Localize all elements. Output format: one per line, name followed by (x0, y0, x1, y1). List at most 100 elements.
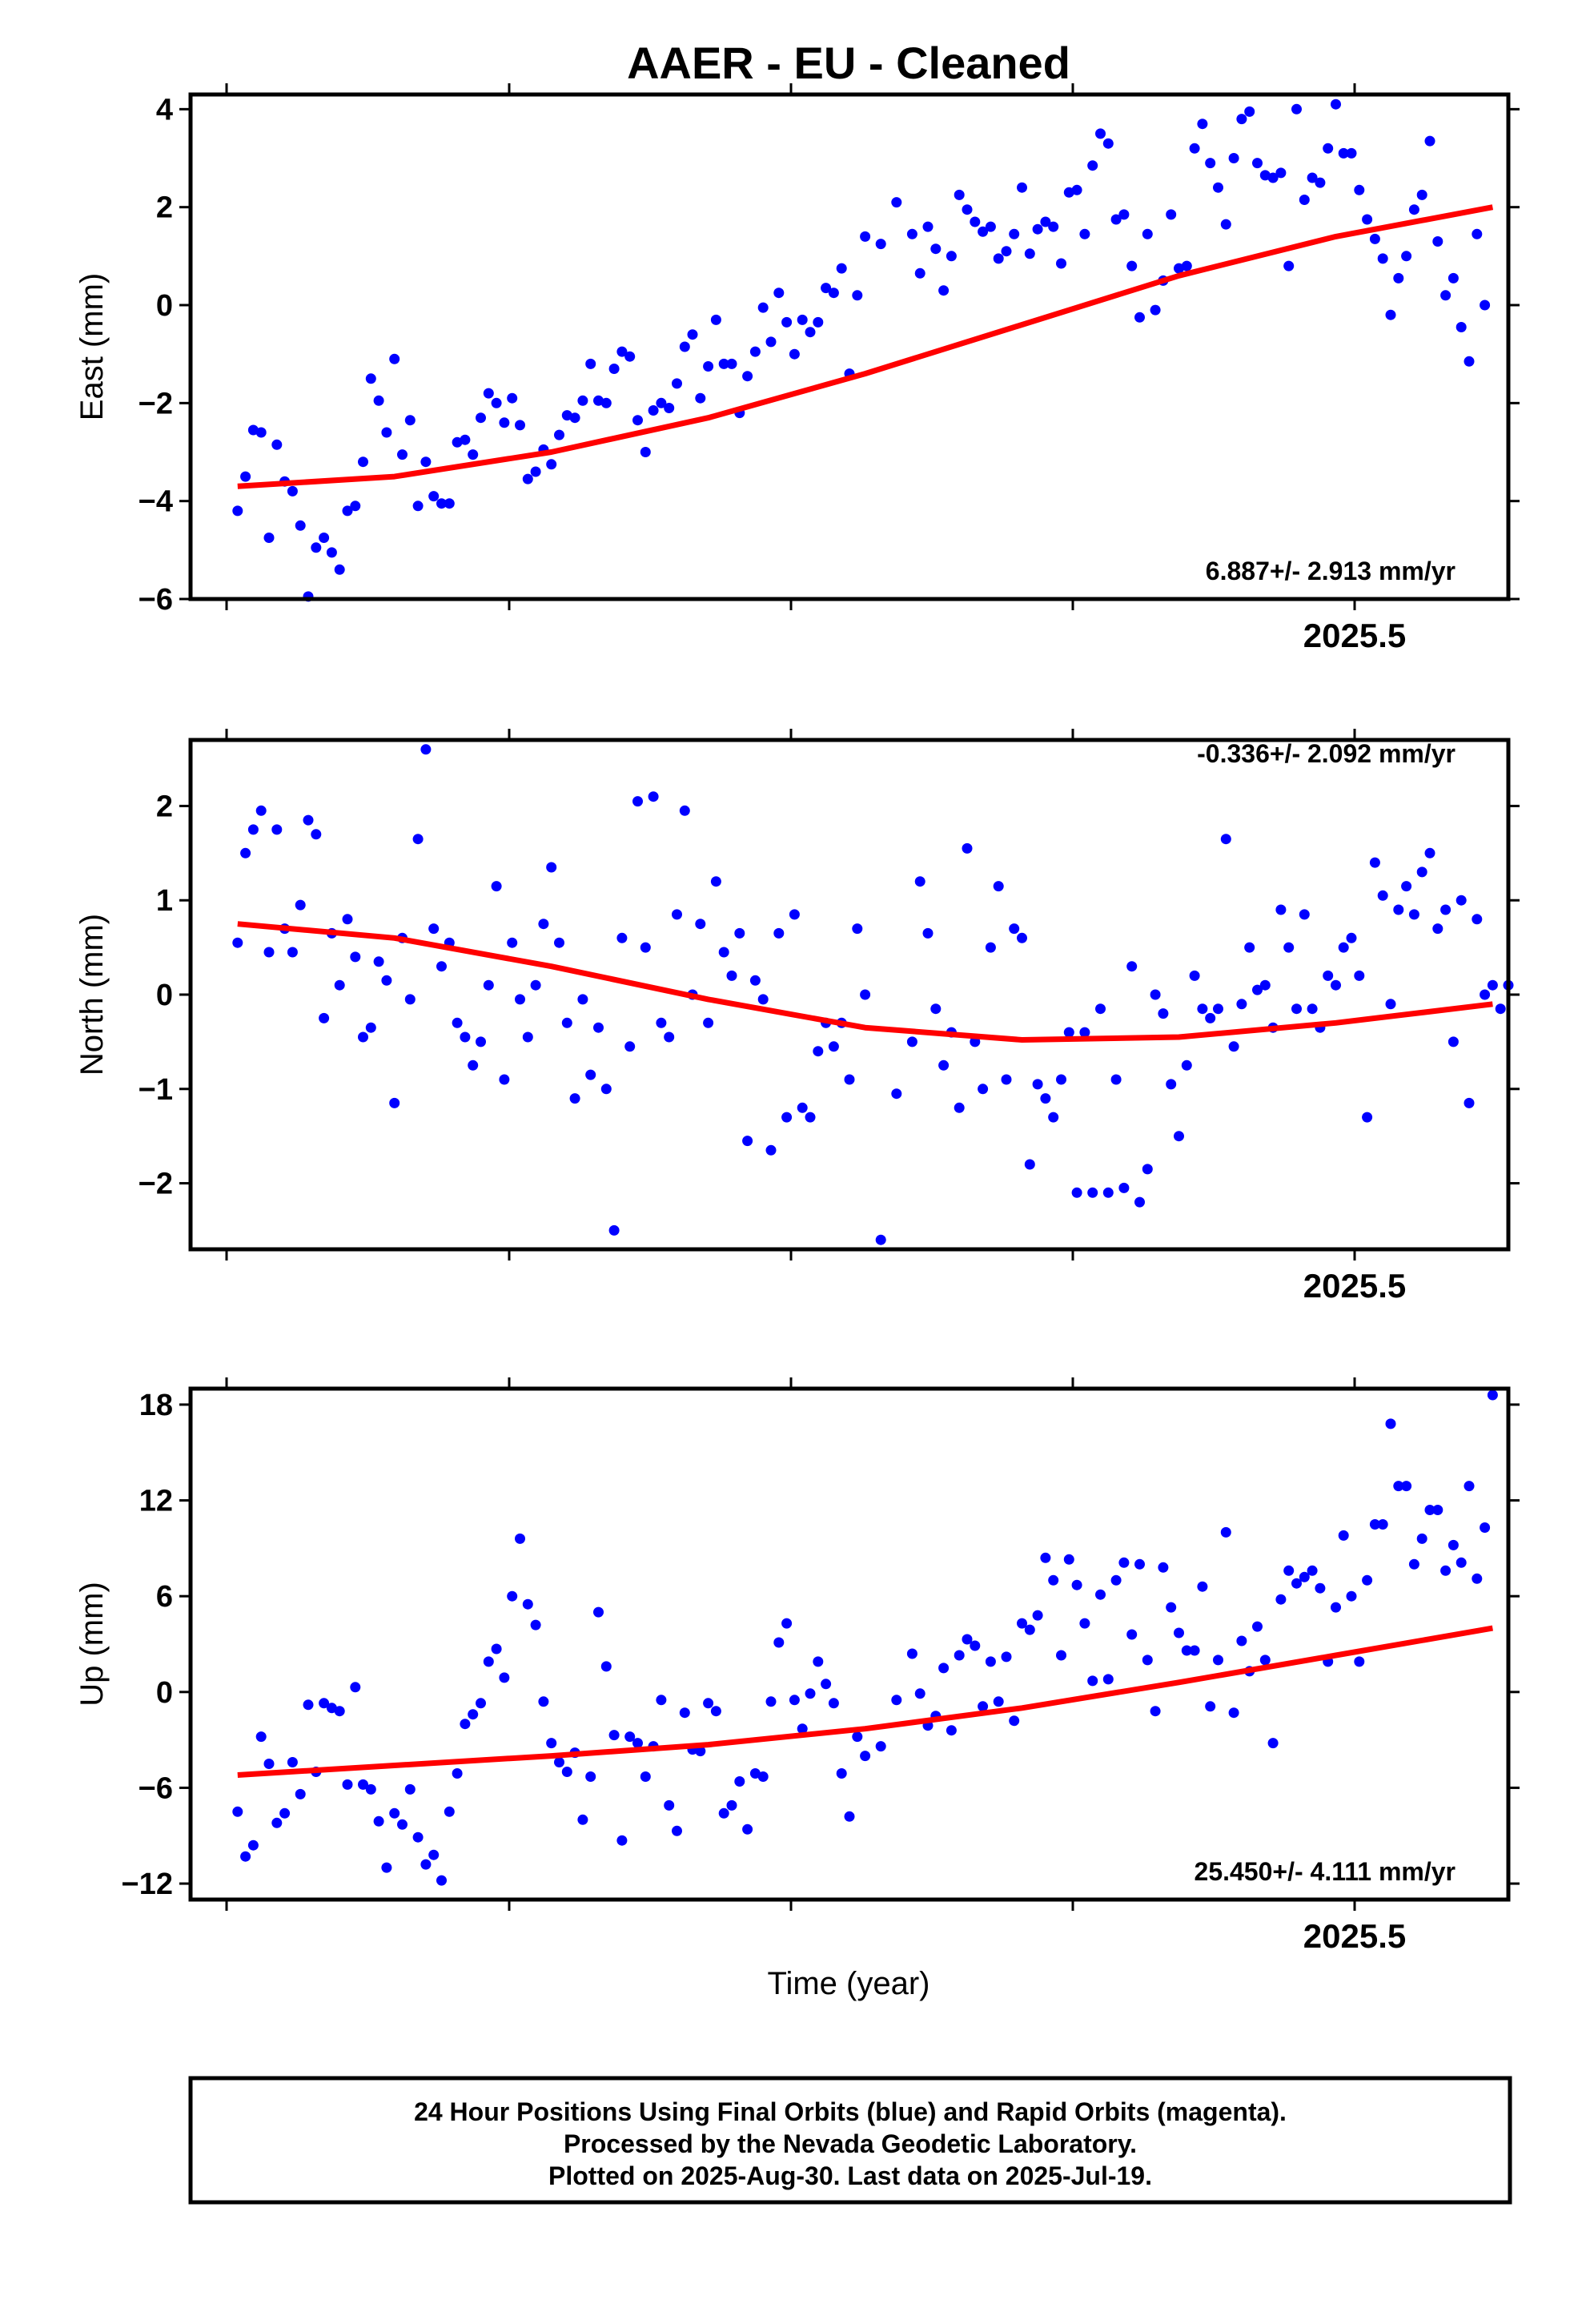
data-point (460, 1719, 471, 1730)
data-point (1338, 1530, 1349, 1541)
data-point (616, 1835, 628, 1846)
data-point (1385, 999, 1396, 1010)
data-point (1166, 209, 1177, 220)
data-point (1252, 158, 1263, 169)
data-point (1354, 1656, 1365, 1667)
data-point (962, 1634, 973, 1645)
data-point (491, 1643, 502, 1655)
data-point (1432, 923, 1443, 935)
data-point (1259, 1655, 1271, 1666)
y-tick-label: 6 (156, 1580, 173, 1614)
rate-annotation: 6.887+/- 2.913 mm/yr (1206, 557, 1456, 585)
data-point (326, 1703, 337, 1714)
data-point (1118, 1557, 1130, 1568)
data-point (1299, 195, 1310, 205)
data-point (954, 189, 965, 200)
data-point (1362, 1112, 1373, 1123)
data-point (632, 1738, 643, 1749)
data-point (428, 491, 440, 502)
data-point (358, 456, 368, 468)
data-point (1440, 1565, 1452, 1576)
data-point (1447, 1539, 1459, 1550)
data-point (1166, 1602, 1177, 1613)
data-point (1267, 1738, 1279, 1749)
data-point (757, 1771, 769, 1782)
data-point (585, 1771, 596, 1782)
data-point (1213, 182, 1223, 193)
data-point (373, 1815, 384, 1827)
data-point (600, 1661, 612, 1672)
data-point (1338, 147, 1349, 159)
data-point (1056, 1074, 1066, 1085)
data-point (1480, 1522, 1491, 1533)
data-point (468, 1059, 479, 1071)
data-point (1267, 172, 1279, 183)
data-point (1024, 1624, 1035, 1635)
data-point (577, 395, 588, 406)
y-tick-label: 2 (156, 790, 173, 823)
data-point (906, 1036, 917, 1047)
data-point (1315, 1582, 1326, 1594)
data-point (891, 1088, 902, 1100)
data-point (389, 1807, 400, 1819)
data-point (561, 410, 572, 421)
data-point (742, 1136, 753, 1147)
data-point (600, 397, 612, 408)
data-point (515, 994, 525, 1005)
data-point (679, 1707, 690, 1719)
data-point (1189, 970, 1200, 981)
data-point (978, 1701, 989, 1712)
data-point (1213, 1003, 1223, 1015)
data-point (1102, 1187, 1114, 1198)
data-point (1095, 1589, 1106, 1600)
y-tick-label: −6 (139, 1771, 173, 1805)
data-point (1134, 1196, 1145, 1208)
data-point (906, 1648, 917, 1659)
data-point (577, 1814, 588, 1825)
data-point (1432, 1505, 1443, 1515)
data-point (1393, 1481, 1404, 1492)
data-point (946, 1725, 957, 1736)
data-point (640, 942, 651, 953)
data-point (805, 327, 816, 338)
data-point (875, 239, 886, 250)
data-point (726, 970, 737, 981)
data-point (1416, 1533, 1427, 1544)
data-point (1032, 1079, 1043, 1090)
data-point (1181, 1645, 1192, 1656)
data-point (491, 397, 502, 408)
footer-box: 24 Hour Positions Using Final Orbits (bl… (188, 2076, 1512, 2205)
data-point (1142, 228, 1153, 239)
data-point (1408, 1558, 1419, 1570)
data-point (452, 1017, 463, 1028)
data-point (1001, 1651, 1012, 1663)
data-point (805, 1112, 816, 1123)
panel-north: 2025.5 −2 −1 0 1 2 North (mm) -0.336+/- 2.092 m… (74, 729, 1520, 1305)
data-point (1244, 942, 1255, 953)
data-point (365, 373, 376, 384)
data-point (522, 473, 533, 485)
data-point (247, 1839, 259, 1851)
data-point (1331, 99, 1341, 110)
data-point (1456, 1557, 1467, 1568)
data-point (656, 397, 667, 408)
y-tick-label: 0 (156, 979, 173, 1012)
data-point (1071, 184, 1082, 195)
data-point (499, 1672, 510, 1683)
data-point (1416, 866, 1427, 878)
data-point (1369, 857, 1380, 868)
data-point (1299, 1571, 1310, 1582)
data-point (742, 1823, 753, 1835)
data-point (1087, 1675, 1098, 1687)
data-point (1401, 251, 1412, 262)
data-point (1480, 989, 1491, 1000)
data-point (1048, 221, 1059, 232)
data-point (412, 834, 424, 845)
data-point (255, 1731, 267, 1743)
data-point (358, 1031, 368, 1043)
data-point (978, 226, 989, 237)
data-point (507, 1590, 518, 1602)
data-point (1142, 1655, 1153, 1666)
data-point (515, 1533, 525, 1544)
data-point (295, 520, 306, 531)
